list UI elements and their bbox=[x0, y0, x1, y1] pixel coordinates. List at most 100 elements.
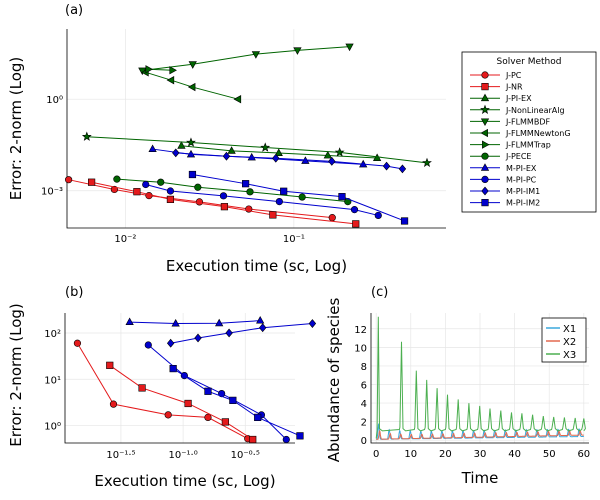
legend-entry: J-PECE bbox=[470, 152, 531, 161]
legend-entry: J-FLMMNewtonG bbox=[470, 128, 571, 138]
series-line bbox=[116, 178, 348, 203]
x-tick-label: 10⁻⁰·⁵ bbox=[231, 450, 260, 461]
axes-frame bbox=[64, 313, 295, 444]
data-point bbox=[352, 220, 360, 228]
legend-marker bbox=[482, 140, 490, 149]
x-tick-label: 10⁻¹·⁵ bbox=[106, 450, 135, 461]
series-m-pi-im1 bbox=[172, 148, 407, 174]
data-point bbox=[142, 180, 150, 189]
series-j-pece bbox=[113, 175, 352, 206]
data-point bbox=[184, 399, 192, 408]
data-point bbox=[398, 164, 407, 174]
x-tick-label: 10⁻¹·⁰ bbox=[169, 450, 198, 461]
data-point bbox=[323, 150, 332, 159]
legend-marker bbox=[481, 175, 489, 183]
data-point bbox=[188, 61, 197, 69]
series-blue-diamond bbox=[166, 319, 317, 348]
legend-label: J-PECE bbox=[505, 152, 531, 161]
data-point bbox=[177, 141, 186, 149]
panel-label: (c) bbox=[371, 285, 388, 300]
series-red-circle bbox=[73, 339, 252, 443]
data-point bbox=[246, 188, 254, 196]
x-tick-label: 20 bbox=[439, 449, 452, 460]
data-point bbox=[382, 161, 391, 171]
data-point bbox=[166, 187, 175, 195]
legend-entry: J-PI-EX bbox=[470, 93, 532, 103]
x-axis-label: Execution time (sc, Log) bbox=[94, 472, 275, 490]
data-point bbox=[293, 47, 302, 55]
panel-c: 0 10 20 30 40 50 60 0 2 4 6 8 10 12 Time Abundance of s… bbox=[325, 285, 590, 487]
series-line bbox=[129, 320, 261, 325]
series-j-nr bbox=[88, 178, 360, 228]
data-point bbox=[254, 413, 262, 422]
data-point bbox=[275, 198, 283, 206]
series-j-flmmtrap bbox=[145, 65, 177, 75]
data-point bbox=[204, 387, 212, 395]
series-x3 bbox=[375, 316, 586, 439]
series-red-square bbox=[106, 361, 257, 444]
data-point bbox=[220, 203, 229, 211]
legend-entry: X1 bbox=[546, 324, 576, 335]
data-point bbox=[222, 151, 231, 161]
data-point bbox=[256, 316, 265, 324]
data-point bbox=[113, 175, 121, 183]
legend-entry: J-NonLinearAlg bbox=[470, 104, 565, 115]
y-tick-label: 12 bbox=[354, 325, 367, 336]
data-point bbox=[169, 66, 177, 75]
data-point bbox=[251, 51, 261, 59]
legend-entry: M-PI-IM2 bbox=[470, 199, 540, 208]
y-tick-label: 10⁰ bbox=[44, 422, 61, 433]
x-tick-label: 30 bbox=[474, 449, 487, 460]
series-line bbox=[145, 184, 379, 216]
x-axis-label: Time bbox=[461, 469, 499, 487]
series-m-pi-im2 bbox=[188, 170, 409, 225]
data-point bbox=[145, 65, 154, 74]
data-point bbox=[194, 333, 202, 343]
legend-label: J-FLMMBDF bbox=[505, 117, 550, 126]
x-tick-label: 10 bbox=[404, 449, 417, 460]
series-x2 bbox=[376, 430, 584, 440]
legend-label: X3 bbox=[563, 350, 576, 361]
x-axis-label: Execution time (sc, Log) bbox=[166, 257, 347, 275]
data-point bbox=[215, 318, 224, 327]
legend-marker bbox=[481, 83, 489, 91]
data-point bbox=[272, 153, 280, 163]
legend-entry: J-NR bbox=[470, 83, 523, 92]
data-point bbox=[157, 178, 165, 186]
legend-label: J-FLMMNewtonG bbox=[505, 129, 571, 138]
y-tick-label: 10¹ bbox=[44, 375, 61, 386]
data-point bbox=[73, 339, 82, 347]
data-point bbox=[144, 341, 152, 349]
data-point bbox=[280, 187, 288, 195]
data-point bbox=[258, 323, 267, 333]
series-j-flmmnewtong bbox=[141, 68, 242, 104]
y-tick-label: 10 bbox=[354, 343, 367, 354]
legend-marker bbox=[481, 199, 489, 207]
legend-label: J-PC bbox=[505, 71, 522, 80]
axes-frame bbox=[370, 313, 589, 444]
y-tick-label: 4 bbox=[361, 399, 367, 410]
y-axis-label: Error: 2-norm (Log) bbox=[7, 303, 25, 447]
legend-label: X2 bbox=[563, 337, 576, 348]
y-tick-label: 8 bbox=[361, 362, 367, 373]
data-point bbox=[88, 178, 96, 186]
legend-entry: J-PC bbox=[470, 71, 522, 80]
y-axis-label: Error: 2-norm (Log) bbox=[7, 57, 25, 201]
y-tick-label: 2 bbox=[361, 418, 367, 429]
series-m-pi-pc bbox=[142, 180, 382, 220]
series-j-flmmbdf bbox=[138, 43, 354, 76]
panel-a: 10⁻² 10⁻¹ 10⁻³ 10⁰ Execution time (sc, Log) E… bbox=[7, 3, 597, 275]
y-tick-label: 0 bbox=[361, 436, 367, 447]
data-point bbox=[106, 361, 114, 369]
data-point bbox=[109, 400, 118, 408]
data-point bbox=[274, 148, 283, 156]
y-tick-label: 10⁰ bbox=[46, 95, 63, 106]
data-point bbox=[422, 157, 432, 168]
series-line bbox=[142, 46, 350, 72]
data-point bbox=[133, 188, 141, 196]
legend-marker bbox=[481, 186, 489, 196]
data-point bbox=[188, 170, 197, 179]
legend-label: M-PI-PC bbox=[506, 175, 537, 184]
x-tick-label: 40 bbox=[508, 449, 521, 460]
